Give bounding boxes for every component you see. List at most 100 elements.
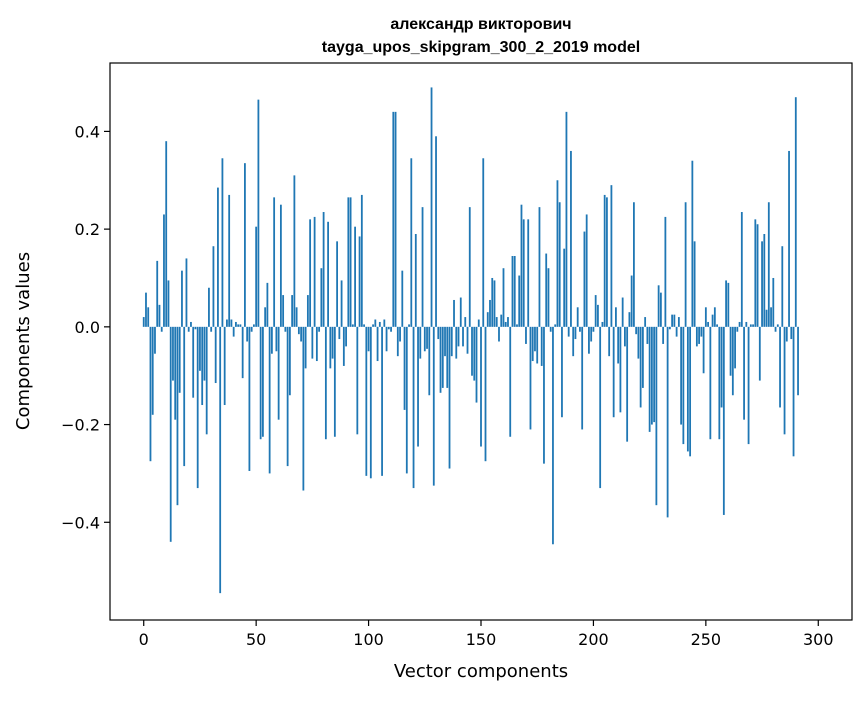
bar: [650, 326, 653, 425]
bar: [639, 326, 642, 408]
bar: [619, 326, 622, 413]
bar: [273, 197, 276, 327]
bar: [747, 326, 750, 445]
bar: [722, 326, 725, 515]
bar: [174, 326, 177, 420]
bar: [525, 326, 527, 344]
bar: [417, 326, 419, 447]
chart-title: александр викторович: [390, 16, 571, 33]
bar: [720, 326, 723, 408]
bar: [707, 321, 709, 327]
bar: [565, 111, 568, 327]
bar: [160, 326, 163, 332]
bar: [628, 312, 631, 327]
bar: [244, 163, 246, 327]
bar: [205, 326, 208, 435]
bar: [536, 326, 539, 364]
bar: [758, 326, 761, 381]
bar: [675, 326, 678, 337]
bar: [428, 326, 431, 396]
bar: [637, 326, 640, 359]
bar: [482, 158, 485, 327]
bar: [486, 312, 489, 327]
bar: [405, 326, 408, 474]
y-axis-ticks: −0.4 −0.2 0.0 0.2 0.4: [61, 122, 110, 532]
bar: [221, 158, 224, 327]
y-tick-label: 0.0: [75, 318, 100, 337]
y-tick-label: 0.2: [75, 220, 100, 239]
bar: [358, 236, 361, 327]
bar: [713, 307, 716, 327]
bar: [585, 214, 588, 327]
bar: [664, 216, 667, 327]
bar: [322, 212, 325, 327]
bar: [534, 326, 536, 352]
bar: [275, 326, 278, 352]
bar: [448, 326, 451, 469]
bar: [597, 304, 599, 327]
bar: [592, 326, 595, 332]
bar: [765, 309, 768, 327]
bar: [212, 246, 215, 327]
bar: [477, 319, 480, 327]
bar: [794, 97, 797, 327]
bar: [682, 326, 685, 445]
bar: [266, 282, 269, 327]
chart-subtitle: tayga_upos_skipgram_300_2_2019 model: [322, 39, 640, 56]
bar: [468, 207, 471, 327]
bar: [624, 326, 626, 347]
bar: [158, 304, 161, 327]
bar: [401, 270, 404, 327]
bar: [513, 256, 516, 327]
bar: [520, 204, 523, 327]
bar: [228, 194, 231, 327]
bar: [727, 282, 730, 327]
bar: [493, 280, 496, 327]
bar: [183, 326, 186, 467]
bar: [790, 326, 793, 340]
bar: [767, 202, 770, 327]
bar: [704, 307, 707, 327]
y-tick-label: −0.4: [61, 513, 100, 532]
bar: [284, 326, 287, 332]
bar: [529, 326, 532, 430]
bar: [738, 321, 741, 327]
bar: [365, 326, 368, 476]
bar: [430, 87, 433, 327]
bar: [235, 321, 237, 327]
bar: [547, 268, 550, 327]
bar: [621, 297, 624, 327]
bar: [297, 326, 300, 335]
bar: [716, 324, 718, 327]
bar: [381, 326, 383, 476]
bar: [432, 326, 435, 486]
bar: [192, 326, 195, 398]
bar: [689, 326, 692, 457]
bar: [304, 326, 307, 369]
bar: [686, 326, 689, 452]
bar: [507, 317, 509, 327]
bar: [556, 180, 559, 327]
bar: [635, 326, 638, 335]
bar: [277, 326, 280, 420]
bar: [329, 326, 332, 369]
bar: [394, 111, 397, 327]
bar: [336, 241, 338, 327]
bar: [457, 326, 460, 347]
bar: [783, 326, 786, 435]
bar: [781, 246, 784, 327]
bar: [167, 280, 170, 327]
bar: [163, 214, 165, 327]
bar: [282, 295, 285, 327]
bar: [232, 326, 235, 337]
bar: [561, 326, 563, 418]
bar: [165, 141, 168, 327]
bar: [237, 324, 240, 327]
bar: [601, 321, 604, 327]
bar: [331, 326, 334, 359]
bar: [653, 326, 656, 423]
x-tick-label: 200: [578, 630, 609, 649]
bar: [378, 321, 381, 327]
